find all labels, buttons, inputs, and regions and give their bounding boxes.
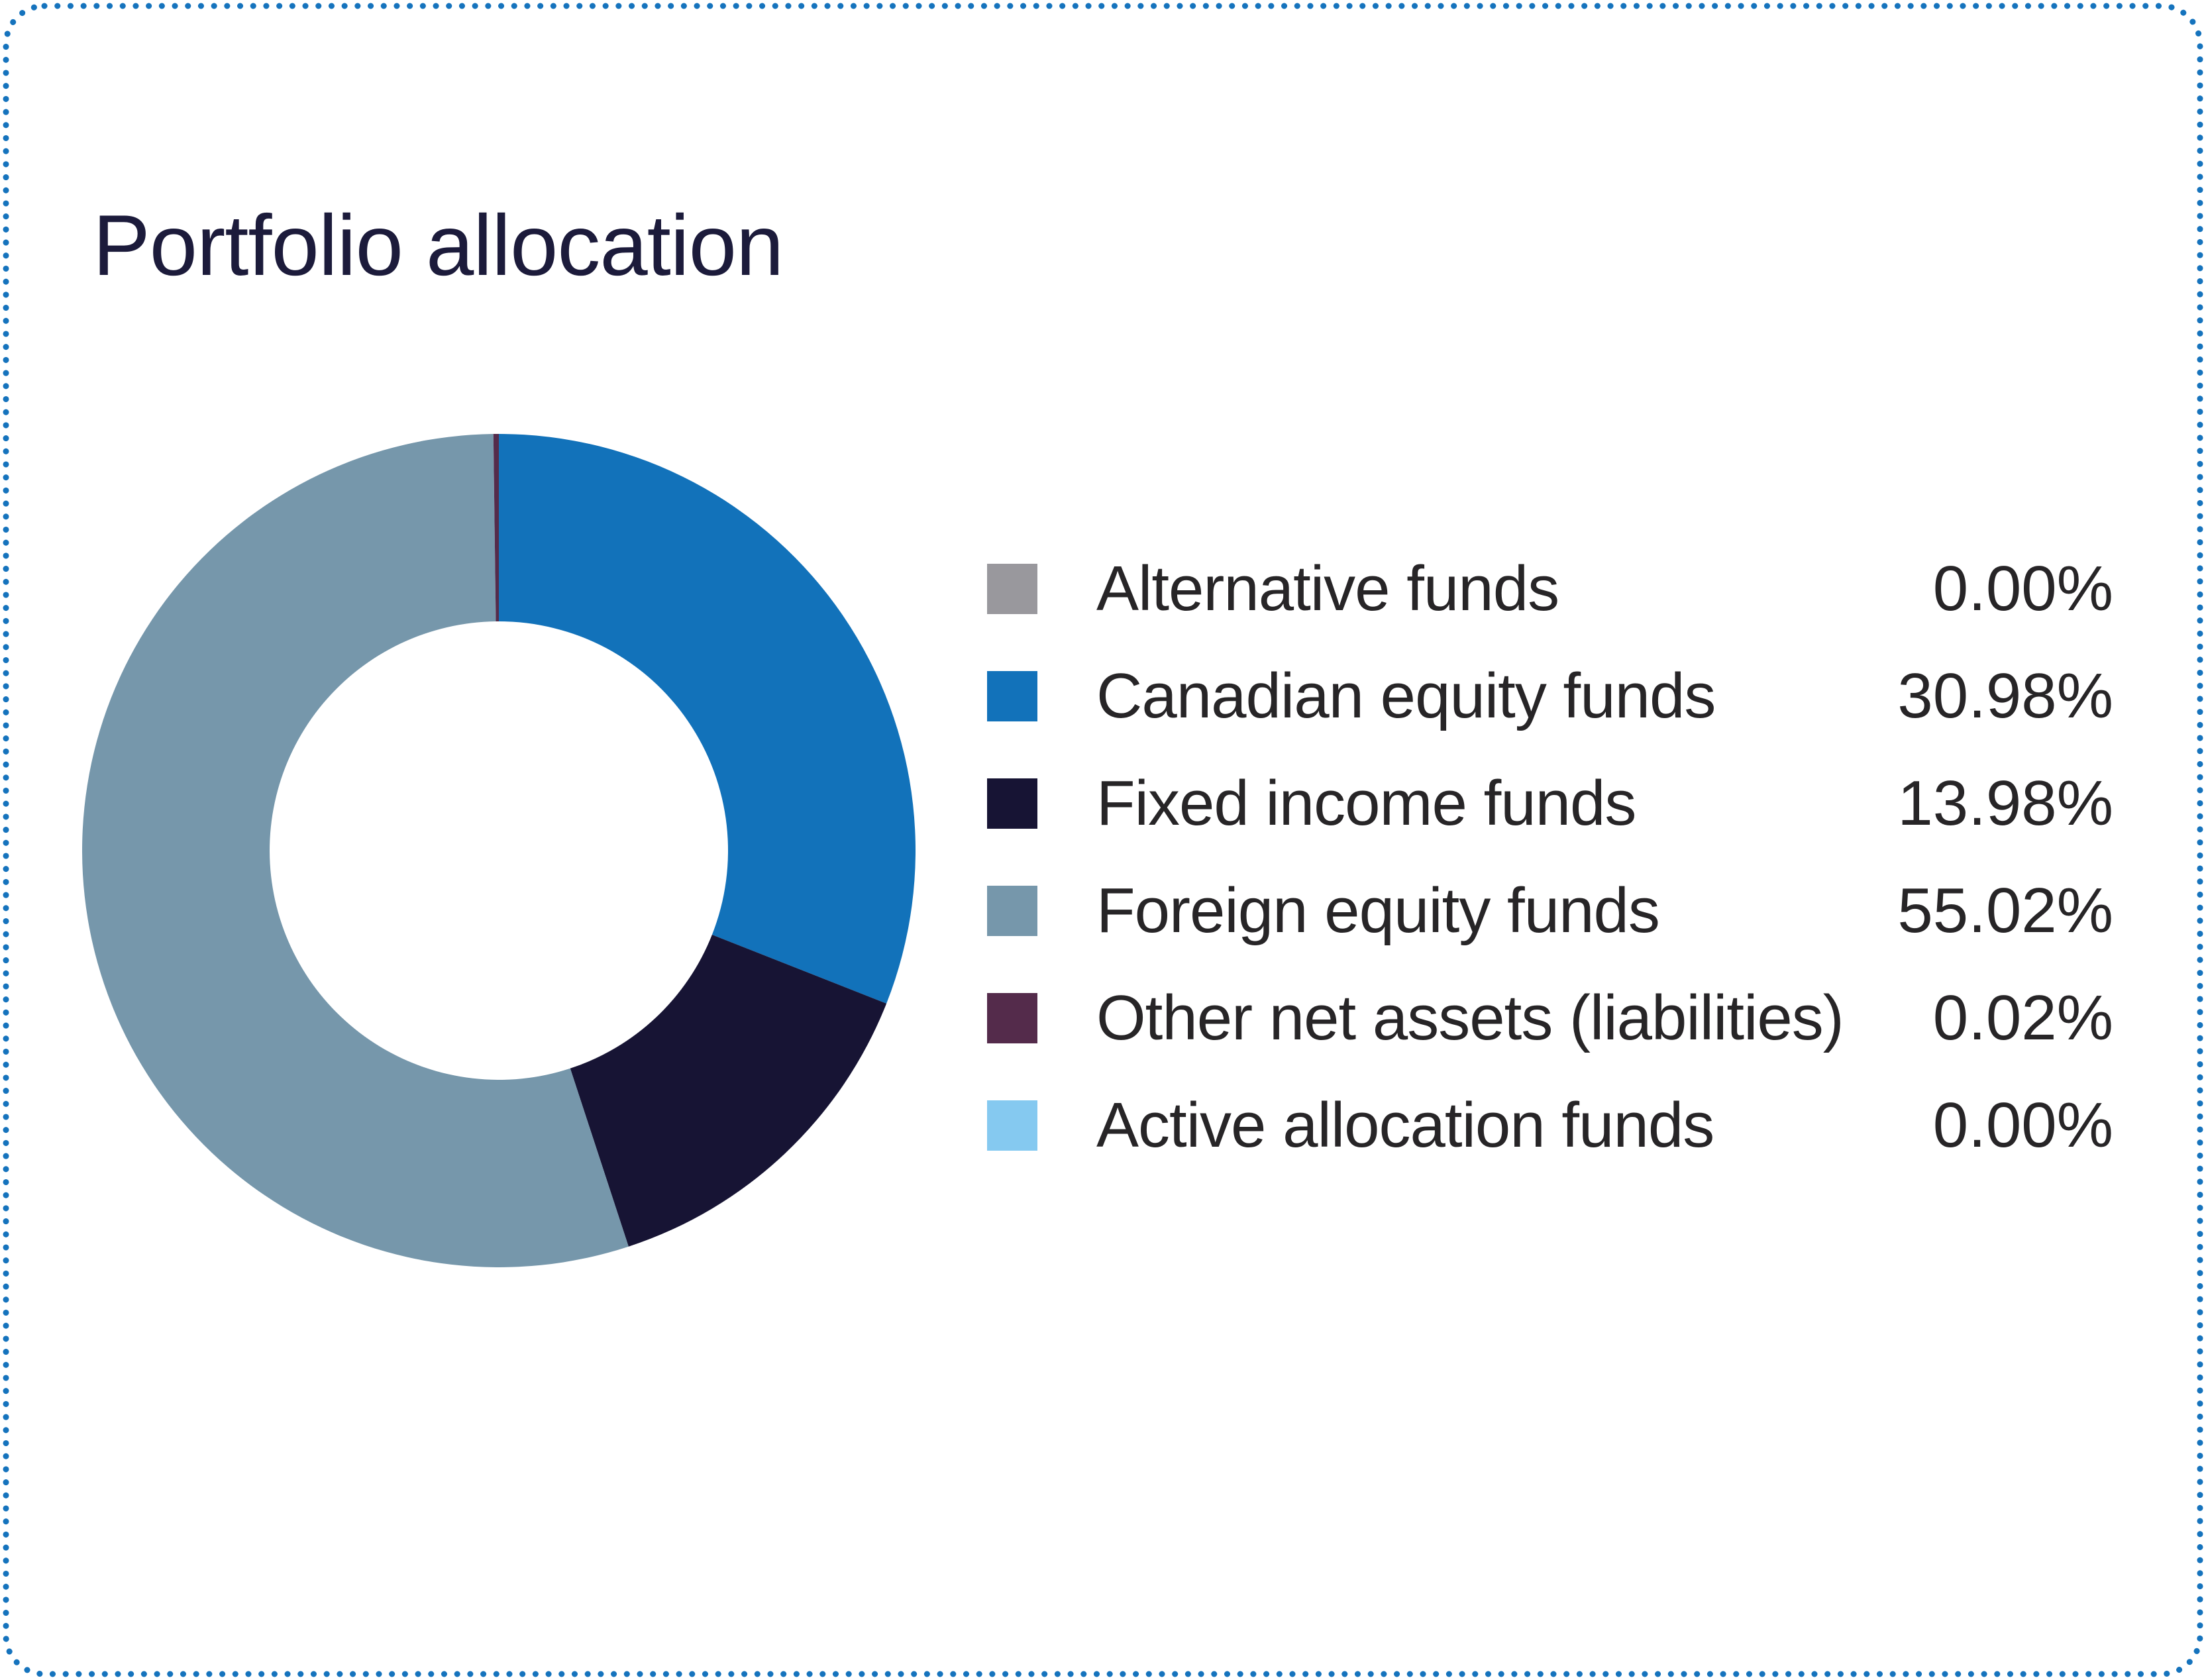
- chart-title: Portfolio allocation: [93, 197, 784, 293]
- legend-swatch-fixed-income-funds: [987, 778, 1037, 829]
- legend-swatch-foreign-equity-funds: [987, 886, 1037, 936]
- donut-chart: [81, 433, 916, 1267]
- donut-slice-foreign-equity-funds: [81, 434, 629, 1267]
- donut-slice-other-net-assets-liabilities: [493, 433, 499, 622]
- legend-value: 55.02%: [1897, 875, 2113, 946]
- legend-label: Other net assets (liabilities): [1096, 982, 1844, 1053]
- legend-label: Fixed income funds: [1096, 768, 1636, 839]
- legend-item-foreign-equity-funds: Foreign equity funds 55.02%: [987, 857, 2113, 965]
- legend-item-other-net-assets-liabilities: Other net assets (liabilities) 0.02%: [987, 965, 2113, 1072]
- legend-label: Alternative funds: [1096, 553, 1559, 624]
- legend-swatch-active-allocation-funds: [987, 1100, 1037, 1151]
- legend-value: 0.00%: [1932, 1090, 2113, 1161]
- legend-item-canadian-equity-funds: Canadian equity funds 30.98%: [987, 643, 2113, 750]
- legend-value: 0.02%: [1932, 982, 2113, 1053]
- legend-item-active-allocation-funds: Active allocation funds 0.00%: [987, 1072, 2113, 1179]
- legend-swatch-alternative-funds: [987, 564, 1037, 614]
- donut-slice-canadian-equity-funds: [499, 434, 916, 1004]
- donut-slice-fixed-income-funds: [570, 934, 887, 1247]
- legend-swatch-other-net-assets-liabilities: [987, 993, 1037, 1043]
- legend-label: Active allocation funds: [1096, 1090, 1714, 1161]
- chart-legend: Alternative funds 0.00% Canadian equity fu…: [987, 535, 2113, 1179]
- legend-value: 13.98%: [1897, 768, 2113, 839]
- legend-label: Canadian equity funds: [1096, 660, 1716, 731]
- legend-item-fixed-income-funds: Fixed income funds 13.98%: [987, 750, 2113, 857]
- legend-label: Foreign equity funds: [1096, 875, 1660, 946]
- legend-value: 0.00%: [1932, 553, 2113, 624]
- legend-item-alternative-funds: Alternative funds 0.00%: [987, 535, 2113, 643]
- legend-value: 30.98%: [1897, 660, 2113, 731]
- legend-swatch-canadian-equity-funds: [987, 671, 1037, 721]
